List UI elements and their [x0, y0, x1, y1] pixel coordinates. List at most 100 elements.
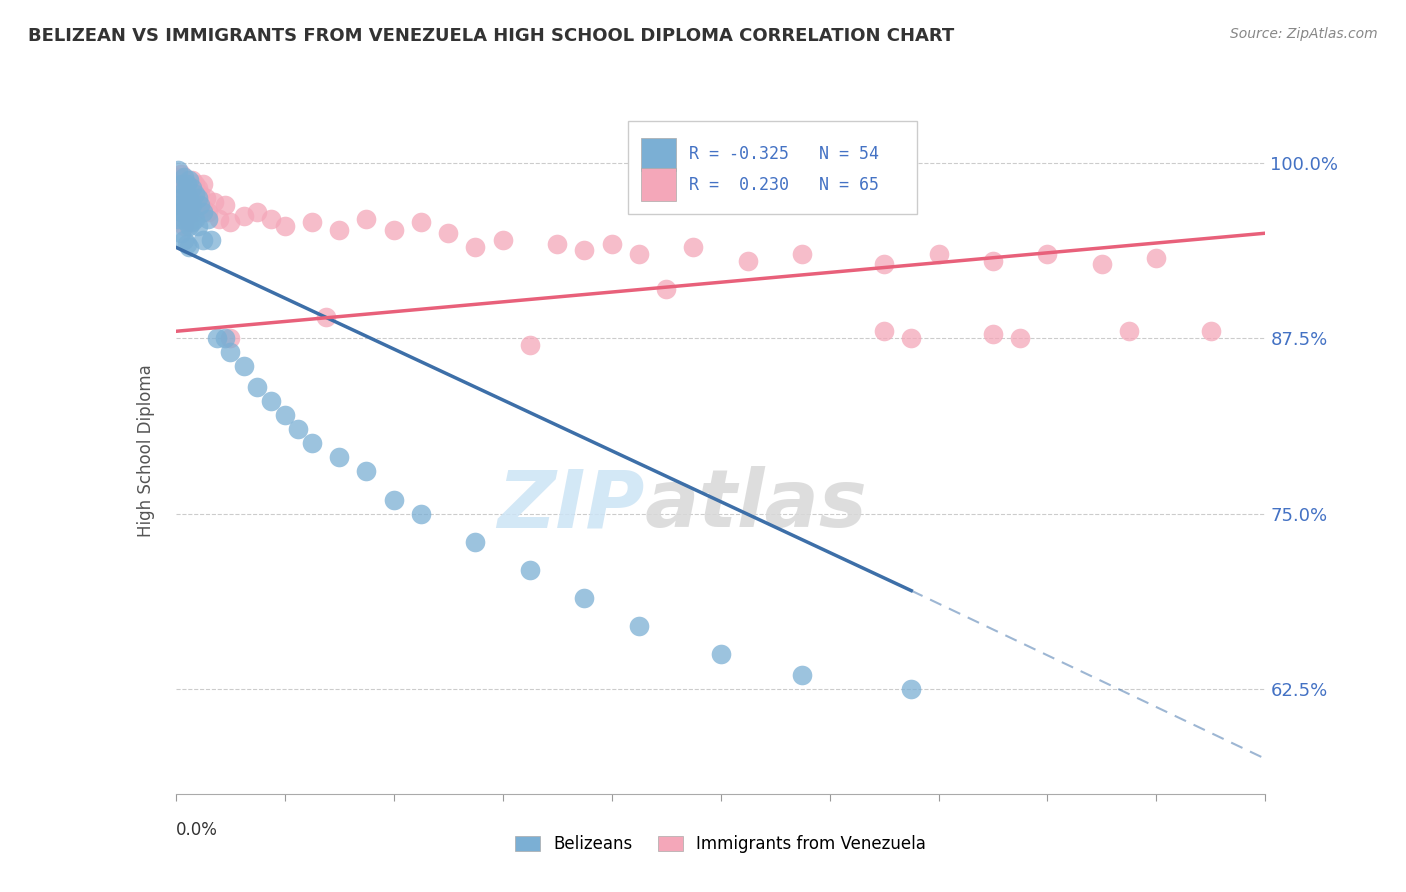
Point	[173, 198, 195, 212]
Point	[197, 212, 219, 227]
Point	[170, 184, 193, 198]
Point	[170, 167, 193, 181]
Point	[655, 282, 678, 296]
Point	[219, 345, 242, 359]
Point	[186, 198, 209, 212]
Point	[205, 331, 228, 345]
Text: ZIP: ZIP	[496, 467, 644, 544]
Point	[301, 215, 323, 229]
Point	[219, 331, 242, 345]
Point	[179, 205, 201, 219]
Text: R = -0.325   N = 54: R = -0.325 N = 54	[689, 145, 879, 163]
Point	[682, 240, 704, 254]
Point	[1010, 331, 1032, 345]
Point	[173, 201, 195, 215]
Point	[191, 205, 214, 219]
Point	[1199, 324, 1222, 338]
Text: Source: ZipAtlas.com: Source: ZipAtlas.com	[1230, 27, 1378, 41]
Point	[873, 324, 896, 338]
Point	[710, 647, 733, 661]
Point	[382, 223, 405, 237]
Point	[519, 563, 541, 577]
Point	[181, 195, 204, 210]
Point	[181, 215, 204, 229]
Point	[186, 219, 209, 234]
Point	[873, 257, 896, 271]
Point	[232, 210, 254, 224]
Point	[173, 170, 195, 185]
Point	[627, 618, 650, 632]
Point	[173, 233, 195, 247]
Point	[176, 215, 198, 229]
Point	[181, 173, 204, 187]
Point	[191, 177, 214, 191]
Point	[981, 254, 1004, 268]
Point	[191, 201, 214, 215]
Point	[176, 177, 198, 191]
Point	[382, 492, 405, 507]
Point	[181, 181, 204, 195]
Point	[179, 219, 201, 234]
Point	[260, 394, 283, 409]
Point	[1144, 252, 1167, 266]
Point	[173, 212, 195, 227]
Point	[274, 219, 297, 234]
Point	[574, 591, 596, 605]
Point	[356, 212, 378, 227]
Point	[173, 219, 195, 234]
Point	[287, 422, 309, 436]
Point	[179, 198, 201, 212]
Point	[1091, 257, 1114, 271]
Point	[464, 240, 486, 254]
Point	[188, 186, 211, 201]
Point	[301, 436, 323, 450]
Point	[176, 237, 198, 252]
Point	[792, 247, 814, 261]
Point	[274, 409, 297, 423]
Point	[184, 205, 207, 219]
Point	[1036, 247, 1059, 261]
Point	[167, 163, 190, 178]
Point	[184, 212, 207, 227]
Point	[176, 186, 198, 201]
Point	[184, 177, 207, 191]
Point	[356, 465, 378, 479]
Point	[202, 195, 225, 210]
Point	[188, 198, 211, 212]
Point	[627, 247, 650, 261]
Point	[167, 212, 190, 227]
Point	[219, 215, 242, 229]
Point	[464, 534, 486, 549]
Point	[409, 215, 432, 229]
Point	[173, 173, 195, 187]
Point	[492, 233, 515, 247]
Point	[409, 507, 432, 521]
Point	[437, 226, 460, 240]
Point	[928, 247, 950, 261]
Point	[170, 226, 193, 240]
Point	[179, 181, 201, 195]
Text: 0.0%: 0.0%	[176, 822, 218, 839]
Text: BELIZEAN VS IMMIGRANTS FROM VENEZUELA HIGH SCHOOL DIPLOMA CORRELATION CHART: BELIZEAN VS IMMIGRANTS FROM VENEZUELA HI…	[28, 27, 955, 45]
Point	[176, 191, 198, 205]
Point	[208, 212, 231, 227]
Point	[170, 205, 193, 219]
Point	[179, 215, 201, 229]
Point	[179, 173, 201, 187]
Point	[173, 186, 195, 201]
Point	[246, 205, 269, 219]
Point	[170, 205, 193, 219]
Point	[519, 338, 541, 352]
Point	[232, 359, 254, 374]
Point	[170, 191, 193, 205]
Point	[900, 681, 922, 696]
Point	[191, 233, 214, 247]
Point	[200, 233, 222, 247]
Point	[176, 210, 198, 224]
Point	[181, 198, 204, 212]
Point	[176, 177, 198, 191]
Point	[194, 191, 217, 205]
Point	[214, 198, 236, 212]
Point	[167, 191, 190, 205]
Point	[546, 237, 568, 252]
